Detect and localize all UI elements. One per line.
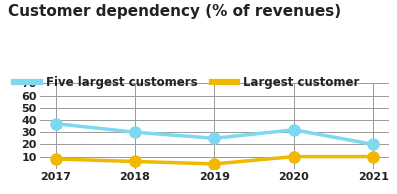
Legend: Five largest customers, Largest customer: Five largest customers, Largest customer <box>14 76 360 89</box>
Text: Customer dependency (% of revenues): Customer dependency (% of revenues) <box>8 4 341 19</box>
